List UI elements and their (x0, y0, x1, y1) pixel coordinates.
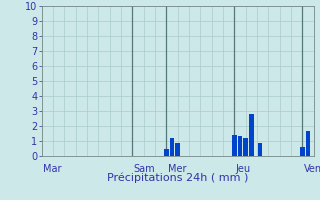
Text: Mer: Mer (168, 164, 186, 174)
Bar (164, 149, 169, 156)
X-axis label: Précipitations 24h ( mm ): Précipitations 24h ( mm ) (107, 173, 248, 183)
Bar (170, 138, 174, 156)
Text: Jeu: Jeu (236, 164, 251, 174)
Bar (232, 135, 236, 156)
Text: Sam: Sam (134, 164, 155, 174)
Bar (258, 143, 262, 156)
Bar (175, 143, 180, 156)
Text: Mar: Mar (43, 164, 61, 174)
Text: Ven: Ven (304, 164, 320, 174)
Bar (306, 130, 310, 156)
Bar (300, 147, 305, 156)
Bar (243, 138, 248, 156)
Bar (249, 114, 253, 156)
Bar (238, 136, 242, 156)
